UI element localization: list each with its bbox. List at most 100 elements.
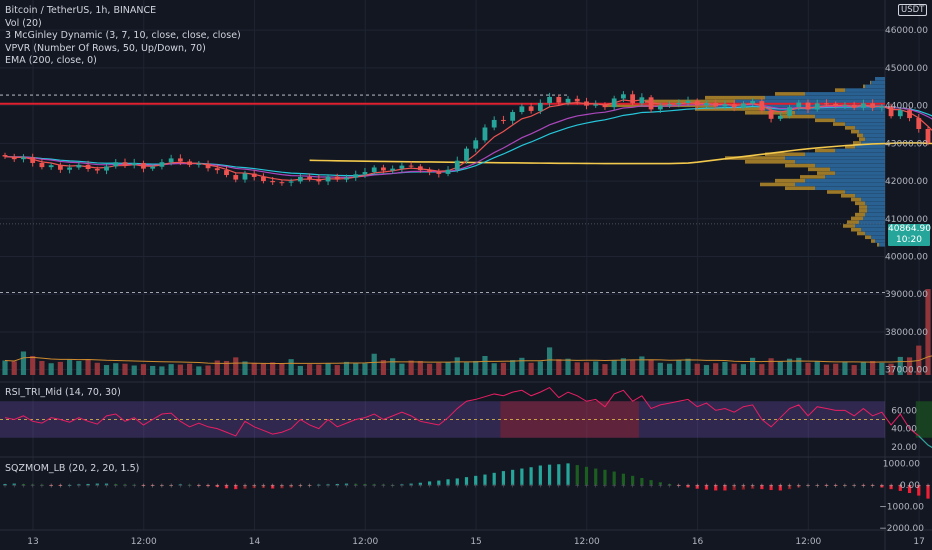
vpvr-up-bar xyxy=(805,152,885,157)
momentum-bar xyxy=(538,465,542,485)
squeeze-dot: + xyxy=(372,482,377,489)
candle-body xyxy=(141,162,146,169)
candle-body xyxy=(860,103,866,108)
volume-bar xyxy=(334,365,340,375)
grid-lines xyxy=(0,0,920,530)
momentum-bar xyxy=(464,477,469,485)
candle-body xyxy=(648,97,654,110)
vpvr-down-bar xyxy=(857,133,863,138)
momentum-bar xyxy=(815,484,819,486)
vpvr-up-bar xyxy=(863,216,885,221)
squeeze-dot: + xyxy=(446,482,451,489)
momentum-bar xyxy=(520,468,524,485)
momentum-bars: + + + + + + + + + + + + + + + + + + + + + + + + + + + + + + + + + + + + + + + +… xyxy=(2,463,931,499)
squeeze-dot: + xyxy=(769,482,774,489)
momentum-bar xyxy=(178,484,182,486)
candle-body xyxy=(297,176,303,182)
symbol-title[interactable]: Bitcoin / TetherUS, 1h, BINANCE xyxy=(5,5,157,16)
candle-body xyxy=(307,176,312,179)
vpvr-up-bar xyxy=(859,129,885,134)
squeeze-dot: + xyxy=(132,482,137,489)
squeeze-dot: + xyxy=(150,482,155,489)
vpvr-down-bar xyxy=(863,84,865,89)
vpvr-down-bar xyxy=(808,167,830,172)
momentum-bar xyxy=(298,484,302,487)
momentum-pane-label[interactable]: SQZMOM_LB (20, 2, 20, 1.5) xyxy=(5,463,140,474)
squeeze-dot: + xyxy=(390,482,395,489)
vpvr-down-bar xyxy=(695,107,765,111)
volume-bar xyxy=(833,363,839,375)
momentum-axis-tick: 0.00 xyxy=(900,481,920,491)
vpvr-down-bar xyxy=(765,152,805,157)
vpvr-down-bar xyxy=(775,178,805,183)
momentum-axis-tick: −2000.00 xyxy=(879,524,924,534)
squeeze-dot: + xyxy=(187,482,192,489)
indicator-mcginley-label[interactable]: 3 McGinley Dynamic (3, 7, 10, close, clo… xyxy=(5,30,241,41)
momentum-bar xyxy=(547,464,552,485)
squeeze-dot: + xyxy=(796,482,801,489)
momentum-bar xyxy=(197,484,201,486)
squeeze-dot: + xyxy=(593,482,598,489)
volume-bar xyxy=(48,363,54,375)
candle-body xyxy=(150,166,156,169)
rsi-pane-label[interactable]: RSI_TRI_Mid (14, 70, 30) xyxy=(5,387,121,398)
vpvr-up-bar xyxy=(835,148,885,153)
candle-body xyxy=(685,100,691,103)
squeeze-dot: + xyxy=(907,482,912,489)
candle-body xyxy=(288,181,294,183)
candle-body xyxy=(750,101,756,104)
momentum-bar xyxy=(400,484,404,486)
momentum-bar xyxy=(58,484,62,486)
squeeze-dot: + xyxy=(298,482,303,489)
vpvr-down-bar xyxy=(870,80,871,85)
volume-bar xyxy=(482,356,488,375)
momentum-axis-tick: −1000.00 xyxy=(879,502,924,512)
candle-body xyxy=(704,102,709,106)
indicator-vpvr-label[interactable]: VPVR (Number Of Rows, 50, Up/Down, 70) xyxy=(5,42,206,54)
squeeze-dot: + xyxy=(95,482,100,489)
squeeze-dot: + xyxy=(242,482,247,489)
vpvr-up-bar xyxy=(867,209,885,213)
momentum-bar xyxy=(141,484,146,486)
squeeze-dot: + xyxy=(86,482,91,489)
vpvr-down-bar xyxy=(705,95,765,100)
momentum-bar xyxy=(123,484,127,486)
vpvr-down-bar xyxy=(800,175,825,179)
momentum-bar xyxy=(898,484,902,491)
candle-body xyxy=(94,168,100,171)
momentum-bar xyxy=(289,484,293,488)
indicator-volume-label[interactable]: Vol (20) xyxy=(5,17,42,29)
squeeze-dot: + xyxy=(252,482,257,489)
vpvr-down-bar xyxy=(815,148,835,153)
candle-body xyxy=(381,167,386,171)
squeeze-dot: + xyxy=(353,482,358,489)
volume-bar xyxy=(177,364,183,375)
vpvr-down-bar xyxy=(851,227,861,232)
vpvr-up-bar xyxy=(845,88,885,92)
volume-bar xyxy=(666,363,673,375)
volume-bar xyxy=(150,365,156,375)
squeeze-dot: + xyxy=(658,482,663,489)
squeeze-dot: + xyxy=(159,482,164,489)
volume-bar xyxy=(297,365,303,375)
momentum-bar xyxy=(649,480,653,485)
candle-body xyxy=(30,157,36,163)
squeeze-dot: + xyxy=(473,482,478,489)
squeeze-dot: + xyxy=(233,482,238,489)
momentum-bar xyxy=(787,484,792,490)
volume-bar xyxy=(113,363,119,375)
indicator-ema-label[interactable]: EMA (200, close, 0) xyxy=(5,55,97,66)
last-price-tag: 40864.90 10:20 xyxy=(888,224,931,246)
momentum-bar xyxy=(188,484,192,486)
mcginley-line xyxy=(4,99,932,181)
momentum-bar xyxy=(926,484,930,499)
currency-badge[interactable]: USDT xyxy=(898,4,928,16)
volume-bar xyxy=(842,361,848,375)
squeeze-dot: + xyxy=(270,482,275,489)
volume-bar xyxy=(796,357,802,375)
vpvr-down-bar xyxy=(865,235,871,240)
squeeze-dot: + xyxy=(519,482,524,489)
squeeze-dot: + xyxy=(639,482,644,489)
